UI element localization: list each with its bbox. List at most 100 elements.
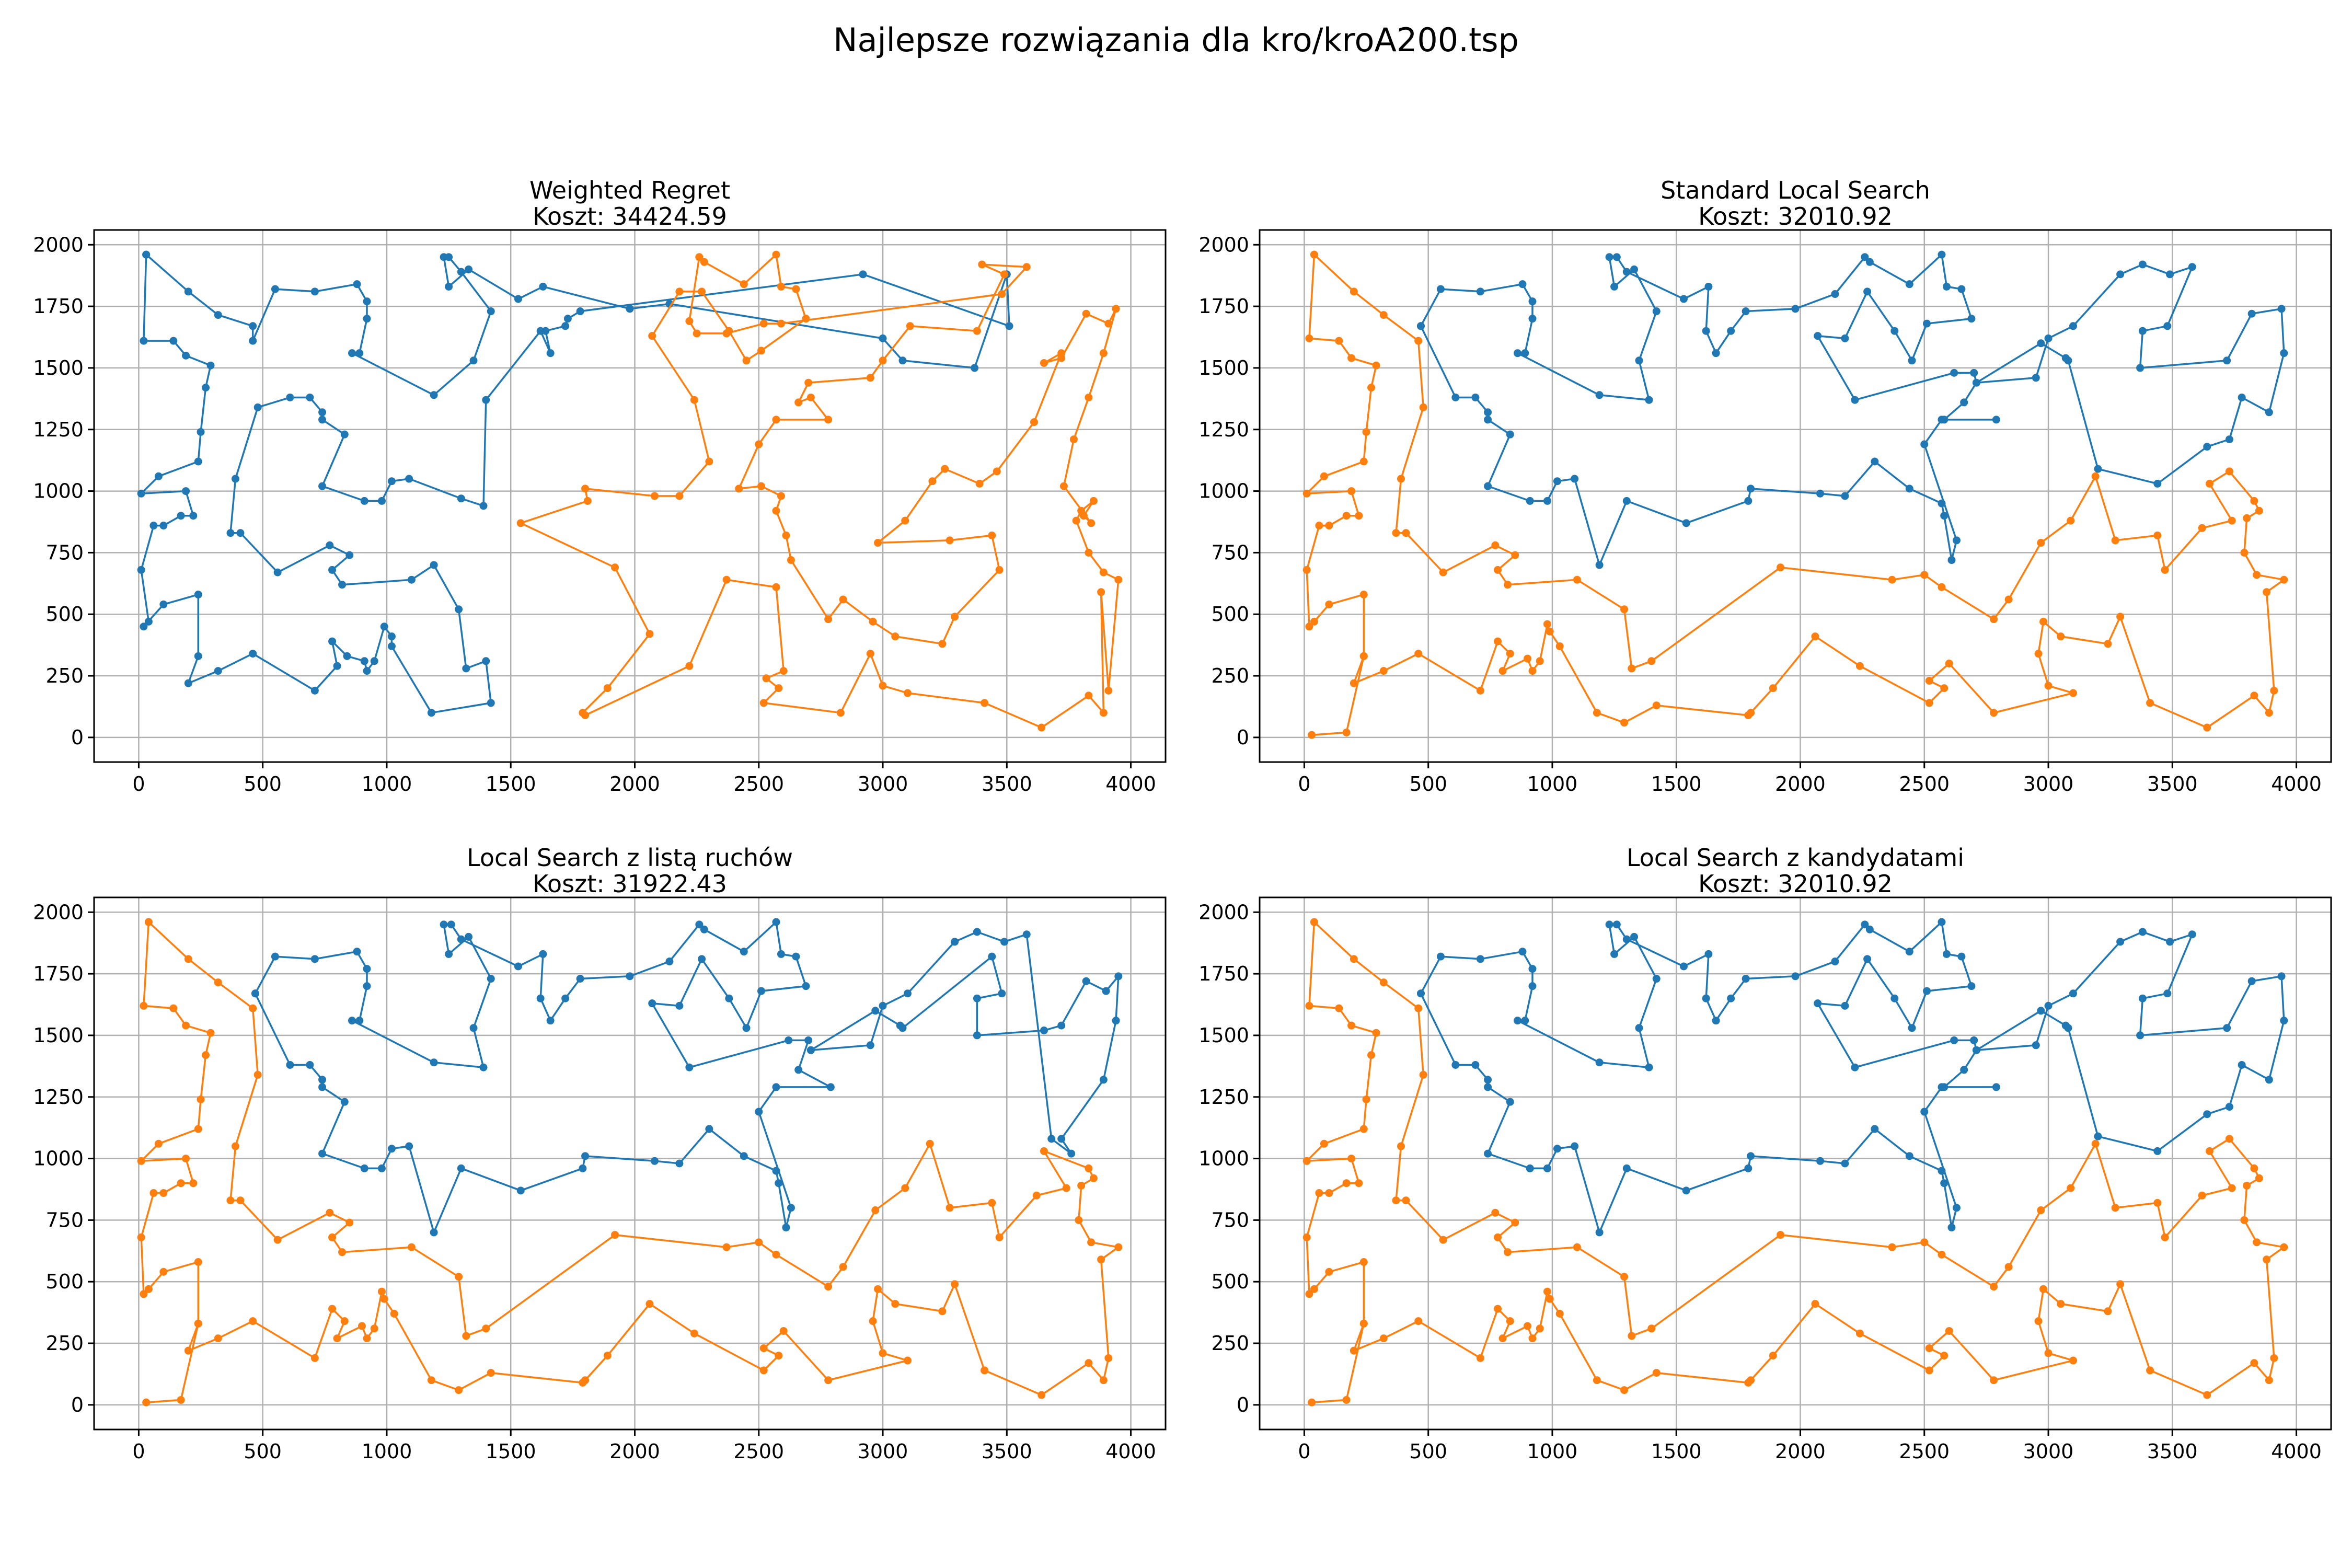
city-point xyxy=(2136,364,2145,372)
x-tick-label: 2000 xyxy=(609,773,660,795)
city-point xyxy=(1506,1098,1514,1106)
axes-frame xyxy=(1259,229,2332,763)
subplot-cost: Koszt: 32010.92 xyxy=(1698,870,1893,898)
subplot-cost: Koszt: 32010.92 xyxy=(1698,202,1893,230)
city-point xyxy=(973,994,981,1002)
city-point xyxy=(1871,457,1879,466)
city-point xyxy=(1514,349,1522,358)
subplot-title: Local Search z kandydatami xyxy=(1627,844,1964,872)
city-point xyxy=(1347,487,1356,495)
city-point xyxy=(1791,305,1800,313)
subplot-4: 0 500 1000 1500 2000 2500 3000 3500 4000 0 250 500 7… xyxy=(1198,844,2332,1463)
city-point xyxy=(759,1344,768,1352)
city-point xyxy=(824,615,833,624)
city-point xyxy=(1528,965,1537,973)
city-point xyxy=(1528,315,1537,323)
city-point xyxy=(1521,1017,1529,1025)
city-point xyxy=(1967,982,1976,990)
city-point xyxy=(675,492,684,500)
city-point xyxy=(1622,1164,1631,1172)
city-point xyxy=(1471,393,1480,401)
city-point xyxy=(144,617,153,626)
city-point xyxy=(2243,514,2251,522)
city-point xyxy=(1350,679,1358,687)
city-point xyxy=(338,581,347,589)
city-point xyxy=(1573,575,1581,584)
city-point xyxy=(310,955,319,963)
city-point xyxy=(1379,667,1388,675)
city-point xyxy=(202,1051,210,1059)
city-point xyxy=(387,1145,396,1153)
city-point xyxy=(874,1285,882,1293)
city-point xyxy=(2243,1181,2251,1190)
city-point xyxy=(1620,1273,1629,1281)
city-point xyxy=(2166,270,2174,279)
city-point xyxy=(866,374,874,382)
x-tick-label: 4000 xyxy=(2271,1440,2322,1463)
route-line-2 xyxy=(520,253,1120,729)
city-point xyxy=(1905,485,1913,493)
city-point xyxy=(1890,327,1899,335)
city-point xyxy=(184,955,192,963)
city-point xyxy=(2280,1243,2288,1251)
city-point xyxy=(1504,1248,1512,1256)
city-point xyxy=(1484,1076,1492,1084)
city-point xyxy=(249,322,257,330)
city-point xyxy=(1920,571,1929,579)
city-point xyxy=(1359,591,1368,599)
city-point xyxy=(310,1354,319,1362)
city-point xyxy=(182,351,190,360)
city-point xyxy=(2225,435,2233,444)
city-point xyxy=(675,1159,684,1168)
y-tick-label: 1750 xyxy=(1198,962,1249,985)
city-point xyxy=(1742,307,1750,316)
city-point xyxy=(140,1290,148,1298)
city-point xyxy=(2057,632,2065,641)
city-point xyxy=(455,605,463,614)
city-point xyxy=(271,285,279,293)
city-point xyxy=(1960,1066,1968,1074)
city-point xyxy=(1947,556,1956,564)
city-point xyxy=(2188,930,2196,939)
x-tick-label: 2500 xyxy=(733,1440,784,1463)
city-point xyxy=(273,1236,282,1244)
x-tick-label: 500 xyxy=(1409,1440,1447,1463)
city-point xyxy=(1940,1352,1949,1360)
y-tick-label: 2000 xyxy=(1198,901,1249,924)
city-point xyxy=(1841,334,1849,342)
x-tick-label: 4000 xyxy=(1105,773,1156,795)
city-point xyxy=(993,467,1001,476)
city-point xyxy=(759,1366,768,1375)
city-point xyxy=(2240,1216,2249,1224)
city-point xyxy=(1325,1189,1333,1197)
city-point xyxy=(742,356,751,365)
city-point xyxy=(1652,1369,1661,1377)
city-point xyxy=(516,519,525,527)
city-point xyxy=(1622,497,1631,505)
city-point xyxy=(1814,999,1822,1008)
city-point xyxy=(561,322,570,330)
city-point xyxy=(387,477,396,486)
figure-title: Najlepsze rozwiązania dla kro/kroA200.ts… xyxy=(833,21,1519,59)
city-point xyxy=(698,287,706,296)
city-point xyxy=(1320,472,1328,480)
city-point xyxy=(869,1317,877,1325)
city-point xyxy=(1851,396,1859,404)
city-point xyxy=(536,994,545,1002)
city-point xyxy=(981,699,989,707)
city-point xyxy=(772,416,780,424)
city-point xyxy=(2034,650,2043,658)
x-tick-label: 2500 xyxy=(1899,773,1950,795)
city-point xyxy=(2138,327,2147,335)
city-point xyxy=(1610,282,1619,291)
city-point xyxy=(231,1142,239,1150)
city-point xyxy=(390,1309,398,1318)
city-point xyxy=(340,1317,349,1325)
city-point xyxy=(772,918,780,926)
city-point xyxy=(1342,1179,1351,1187)
city-point xyxy=(1062,1184,1070,1192)
city-point xyxy=(1888,1243,1896,1251)
city-point xyxy=(1524,654,1531,663)
city-point xyxy=(445,950,453,958)
city-point xyxy=(1030,418,1038,426)
